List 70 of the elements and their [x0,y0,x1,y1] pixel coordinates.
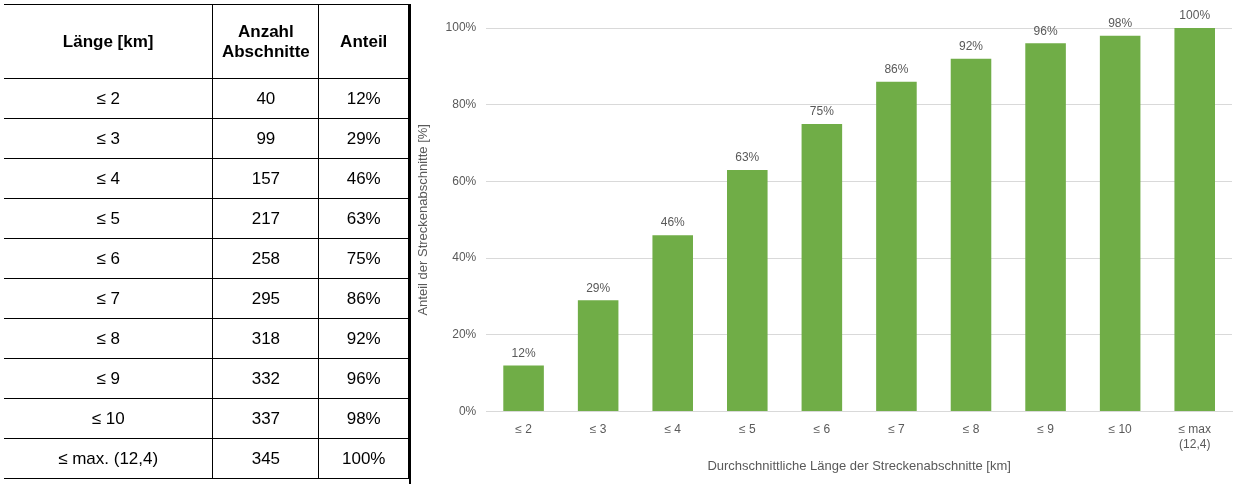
category-label: ≤ 5 [4,198,213,239]
data-label: 12% [318,78,409,119]
category-label: ≤ 4 [4,158,213,199]
data-label: 92% [958,39,984,53]
data-label: 75% [318,238,409,279]
data-label: 75% [809,104,835,119]
y-tick-label: 20% [452,327,477,342]
data-label: 63% [318,198,409,239]
data-label: 96% [1033,23,1058,38]
category-label: ≤ 8 [4,318,213,359]
x-axis-title: Durchschnittliche Länge der Streckenabschnitte [km] [707,457,1011,473]
text: Anteil [318,4,409,79]
data-label: 157 [212,158,319,199]
bar [1099,35,1141,412]
data-label: 332 [212,358,319,399]
bar [727,169,768,412]
x-tick-label: ≤ 8 [962,422,980,437]
data-label: 99 [212,118,319,159]
y-tick-label: 100% [445,20,477,35]
data-label: 12% [511,345,536,360]
x-tick-label: ≤ 10 [1108,422,1133,437]
data-label: 46% [660,215,686,230]
data-label: 345 [212,438,319,479]
data-label: 96% [318,358,409,399]
category-label: ≤ 2 [4,78,213,119]
x-tick-label: ≤ 2 [515,422,533,437]
x-tick-label: ≤ 7 [888,422,906,437]
bar [950,58,992,412]
category-label: ≤ 6 [4,238,213,279]
data-label: 217 [212,198,319,239]
data-label: 63% [735,150,760,165]
category-label: ≤ 7 [4,278,213,319]
bar [652,235,693,412]
data-label: 92% [318,318,409,359]
y-tick-label: 80% [452,97,477,112]
data-label: 29% [318,118,409,159]
data-label: 86% [884,62,909,77]
data-label: 337 [212,398,319,439]
x-tick-label: ≤ max (12,4) [1178,422,1212,451]
x-tick-label: ≤ 6 [813,422,831,437]
data-label: 29% [586,280,611,295]
category-label: ≤ max. (12,4) [4,438,213,479]
y-tick-label: 40% [452,250,477,265]
data-label: 98% [1108,15,1133,30]
data-label: 100% [318,438,409,479]
bar [1174,28,1215,412]
bar [503,365,544,412]
data-label: 46% [318,158,409,199]
bar [577,300,619,412]
bar [801,123,843,412]
text: Anzahl Abschnitte [212,4,319,79]
y-tick-label: 0% [458,403,477,418]
text: Länge [km] [4,4,213,79]
data-label: 295 [212,278,319,319]
data-label: 40 [212,78,319,119]
data-label: 86% [318,278,409,319]
x-tick-label: ≤ 5 [738,422,756,437]
category-label: ≤ 3 [4,118,213,159]
y-axis-title: Anteil der Streckenabschnitte [%] [415,124,431,316]
x-tick-label: ≤ 4 [664,422,682,437]
data-label: 258 [212,238,319,279]
bar [876,81,917,412]
x-tick-label: ≤ 3 [589,422,607,437]
x-tick-label: ≤ 9 [1037,422,1055,437]
data-label: 98% [318,398,409,439]
category-label: ≤ 9 [4,358,213,399]
data-label: 318 [212,318,319,359]
y-tick-label: 60% [452,173,477,188]
data-label: 100% [1179,8,1211,23]
bar [1025,43,1066,412]
